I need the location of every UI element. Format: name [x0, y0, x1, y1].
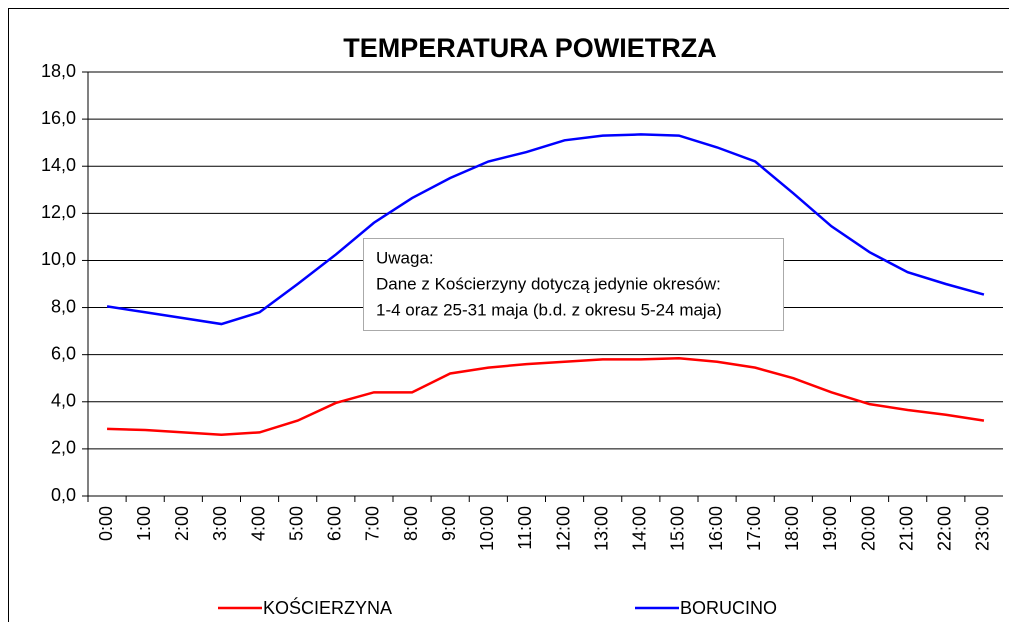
y-tick-label: 4,0	[51, 391, 76, 411]
x-tick-label: 7:00	[363, 506, 383, 541]
annotation: 1-4 oraz 25-31 maja (b.d. z okresu 5-24 …	[376, 300, 722, 319]
x-tick-label: 8:00	[401, 506, 421, 541]
x-tick-label: 3:00	[210, 506, 230, 541]
x-tick-label: 15:00	[668, 506, 688, 551]
chart-title: TEMPERATURA POWIETRZA	[343, 33, 716, 63]
x-tick-label: 0:00	[96, 506, 116, 541]
y-tick-label: 12,0	[41, 202, 76, 222]
x-tick-label: 4:00	[248, 506, 268, 541]
x-tick-label: 2:00	[172, 506, 192, 541]
x-tick-label: 6:00	[325, 506, 345, 541]
y-tick-label: 8,0	[51, 296, 76, 316]
x-tick-label: 17:00	[744, 506, 764, 551]
annotation: Dane z Kościerzyny dotyczą jedynie okres…	[376, 274, 721, 293]
line	[107, 356, 985, 437]
legend-label: KOŚCIERZYNA	[263, 597, 392, 618]
y-tick-label: 16,0	[41, 108, 76, 128]
y-tick-label: 10,0	[41, 249, 76, 269]
x-tick-label: 14:00	[630, 506, 650, 551]
x-tick-label: 20:00	[858, 506, 878, 551]
annotation-box	[363, 238, 784, 331]
y-tick-label: 0,0	[51, 485, 76, 505]
legend-label: BORUCINO	[680, 598, 777, 618]
x-tick-label: 18:00	[782, 506, 802, 551]
x-tick-label: 21:00	[896, 506, 916, 551]
x-tick-label: 11:00	[515, 506, 535, 550]
x-tick-label: 19:00	[820, 506, 840, 551]
x-tick-label: 10:00	[477, 506, 497, 551]
x-tick-label: 12:00	[553, 506, 573, 551]
line	[106, 133, 985, 326]
x-tick-label: 22:00	[935, 506, 955, 551]
x-tick-label: 5:00	[286, 506, 306, 541]
y-tick-label: 18,0	[41, 61, 76, 81]
x-tick-label: 13:00	[591, 506, 611, 551]
x-tick-label: 1:00	[134, 506, 154, 541]
annotation: Uwaga:	[376, 248, 434, 267]
x-tick-label: 9:00	[439, 506, 459, 541]
y-tick-label: 6,0	[51, 343, 76, 363]
x-tick-label: 16:00	[706, 506, 726, 551]
x-tick-label: 23:00	[973, 506, 993, 551]
y-tick-label: 2,0	[51, 438, 76, 458]
y-tick-label: 14,0	[41, 155, 76, 175]
